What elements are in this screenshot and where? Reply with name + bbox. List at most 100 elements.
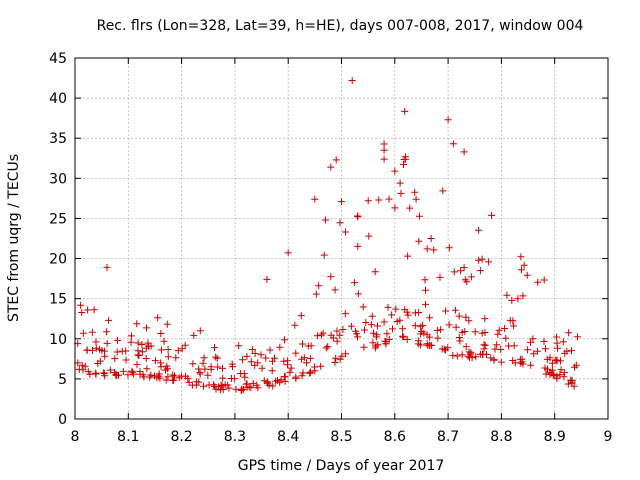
data-point: [445, 244, 453, 252]
x-tick-label: 8.5: [330, 429, 352, 445]
data-point: [178, 345, 186, 353]
data-point: [543, 355, 551, 363]
data-point: [248, 346, 256, 353]
data-point: [195, 365, 203, 373]
data-point: [417, 341, 425, 349]
data-point: [354, 333, 361, 341]
data-point: [178, 372, 185, 380]
data-point: [495, 326, 503, 334]
data-point: [462, 313, 470, 321]
data-point: [115, 371, 122, 379]
data-point: [229, 363, 236, 371]
data-point: [147, 371, 155, 379]
data-point: [298, 372, 306, 380]
data-point: [426, 341, 434, 349]
data-point: [380, 155, 388, 163]
data-point: [509, 357, 517, 364]
data-point: [218, 382, 226, 390]
data-point: [571, 363, 578, 371]
data-point: [421, 276, 429, 284]
data-point: [434, 334, 442, 342]
plot-frame: [74, 57, 609, 420]
data-point: [568, 347, 575, 355]
data-point: [143, 324, 150, 332]
data-point: [567, 376, 575, 384]
data-point: [138, 341, 146, 348]
data-point: [103, 263, 111, 271]
data-point: [391, 167, 399, 175]
data-point: [399, 325, 407, 333]
data-point: [560, 369, 568, 376]
x-tick-label: 8.3: [224, 429, 246, 445]
data-point: [284, 249, 292, 257]
data-point: [201, 365, 209, 373]
data-point: [548, 366, 556, 374]
y-axis-label: STEC from uqrg / TECUs: [6, 154, 22, 322]
data-point: [232, 385, 240, 393]
data-point: [237, 370, 245, 377]
data-point: [92, 338, 100, 346]
data-point: [517, 253, 525, 261]
data-point: [263, 275, 271, 283]
data-point: [114, 336, 121, 344]
x-tick-label: 8.7: [437, 429, 459, 445]
data-point: [465, 348, 473, 356]
data-point: [442, 307, 450, 315]
data-point: [257, 351, 265, 359]
data-point: [207, 363, 215, 371]
data-point: [497, 358, 505, 366]
data-point: [133, 320, 141, 328]
data-point: [493, 341, 501, 349]
data-point: [264, 379, 272, 387]
data-point: [163, 320, 171, 328]
data-point: [320, 251, 328, 259]
data-point: [204, 371, 212, 379]
data-point: [557, 357, 564, 365]
data-point: [362, 319, 370, 326]
data-point: [456, 337, 464, 345]
data-point: [196, 327, 204, 335]
data-point: [160, 337, 168, 345]
data-point: [438, 345, 446, 353]
data-point: [436, 273, 444, 281]
data-point: [75, 365, 83, 373]
data-point: [451, 306, 459, 314]
data-point: [280, 373, 288, 381]
data-point: [276, 379, 284, 387]
data-point: [518, 355, 526, 363]
data-point: [453, 352, 461, 360]
data-point: [419, 321, 427, 329]
data-point: [399, 332, 407, 340]
data-point: [133, 361, 141, 369]
data-point: [78, 309, 86, 316]
data-point: [332, 354, 340, 362]
x-tick-label: 8: [71, 429, 80, 445]
data-point: [508, 296, 516, 304]
data-point: [426, 314, 434, 322]
data-point: [546, 371, 554, 378]
data-point: [422, 300, 430, 308]
data-point: [92, 344, 100, 352]
data-point: [172, 354, 180, 362]
data-point: [331, 359, 339, 366]
data-point: [239, 356, 247, 364]
data-point: [258, 364, 266, 372]
data-point: [354, 213, 362, 221]
data-point: [393, 318, 401, 325]
data-point: [196, 370, 204, 378]
data-point: [380, 318, 388, 326]
data-point: [287, 364, 295, 372]
data-point: [157, 330, 165, 337]
data-point: [307, 368, 314, 376]
x-tick-label: 8.1: [117, 429, 139, 445]
data-point: [268, 367, 276, 375]
data-point: [164, 365, 172, 373]
data-point: [401, 107, 409, 115]
data-point: [235, 342, 243, 350]
data-point: [315, 282, 323, 290]
data-point: [311, 195, 319, 203]
data-point: [280, 357, 288, 365]
data-point: [322, 216, 329, 224]
data-point: [527, 338, 534, 346]
data-point: [406, 204, 414, 212]
